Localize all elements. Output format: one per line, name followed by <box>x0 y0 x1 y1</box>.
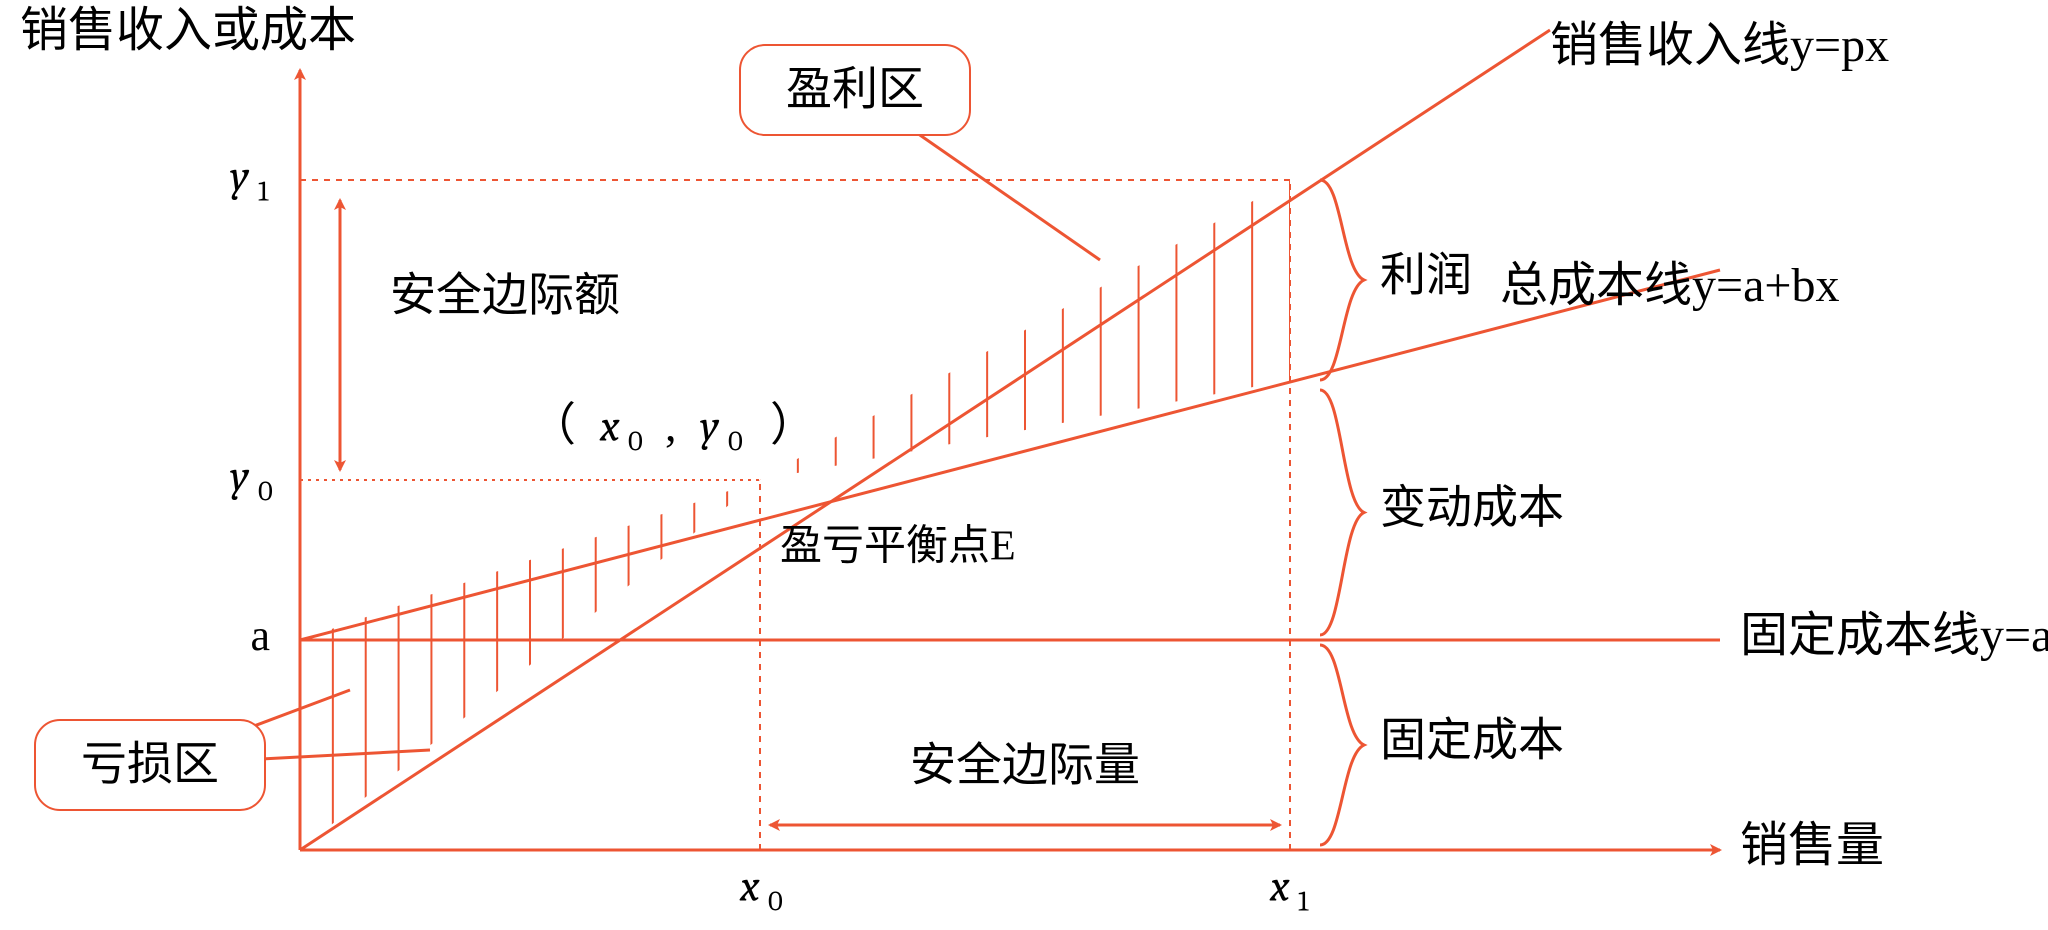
svg-text:固定成本线y=a: 固定成本线y=a <box>1740 609 2048 662</box>
svg-text:x: x <box>599 400 620 451</box>
svg-text:固定成本: 固定成本 <box>1380 715 1564 766</box>
svg-text:x: x <box>739 860 760 911</box>
svg-text:x: x <box>1269 860 1290 911</box>
svg-text:y: y <box>230 450 250 501</box>
svg-text:总成本线y=a+bx: 总成本线y=a+bx <box>1500 259 1839 312</box>
svg-text:安全边际量: 安全边际量 <box>910 740 1140 791</box>
svg-text:利润: 利润 <box>1380 250 1472 301</box>
svg-text:销售量: 销售量 <box>1740 819 1884 872</box>
svg-text:1: 1 <box>258 176 269 209</box>
svg-text:销售收入线y=px: 销售收入线y=px <box>1550 19 1889 72</box>
svg-text:销售收入或成本: 销售收入或成本 <box>20 4 356 57</box>
svg-text:（: （ <box>530 400 576 451</box>
svg-text:y: y <box>700 400 720 451</box>
svg-text:0: 0 <box>768 886 783 919</box>
svg-text:亏损区: 亏损区 <box>81 739 219 790</box>
svg-text:变动成本: 变动成本 <box>1380 482 1564 533</box>
svg-text:a: a <box>250 611 270 660</box>
svg-text:y: y <box>230 150 250 201</box>
svg-text:盈利区: 盈利区 <box>786 64 924 115</box>
svg-text:安全边际额: 安全边际额 <box>390 270 620 321</box>
svg-text:,: , <box>665 400 677 451</box>
svg-text:）: ） <box>770 400 816 451</box>
svg-text:0: 0 <box>258 476 273 509</box>
svg-text:0: 0 <box>728 426 743 459</box>
svg-text:盈亏平衡点E: 盈亏平衡点E <box>780 524 1016 570</box>
svg-text:1: 1 <box>1298 886 1309 919</box>
svg-text:0: 0 <box>628 426 643 459</box>
